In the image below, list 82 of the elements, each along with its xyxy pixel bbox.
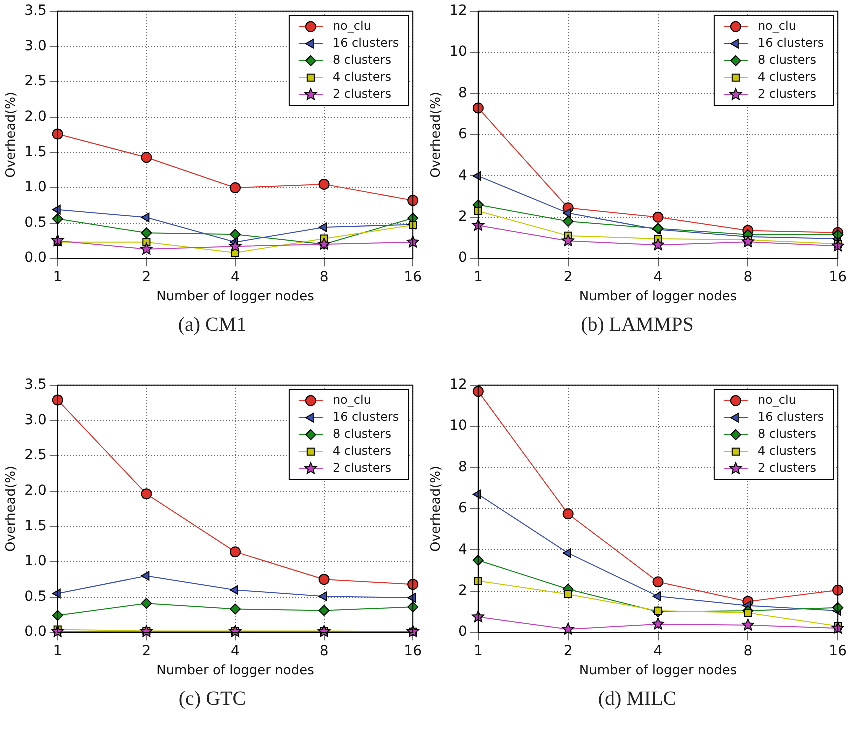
y-tick-label: 2.0: [24, 108, 47, 125]
x-tick-label: 8: [320, 644, 329, 660]
legend-label: 4 clusters: [758, 70, 816, 84]
y-tick-label: 3.0: [24, 412, 47, 428]
y-tick-label: 10: [450, 418, 468, 434]
legend-label: 2 clusters: [758, 461, 816, 476]
legend-label: no_clu: [758, 393, 796, 408]
legend-label: 16 clusters: [332, 410, 400, 424]
x-tick-label: 1: [474, 644, 483, 660]
y-tick-label: 2.5: [24, 74, 47, 90]
y-tick-label: 4: [458, 542, 468, 558]
legend-label: 8 clusters: [332, 53, 392, 68]
x-axis-title: Number of logger nodes: [156, 290, 315, 305]
legend-label: no_clu: [332, 393, 372, 408]
legend-label: 2 clusters: [332, 461, 392, 476]
y-tick-label: 0.5: [24, 588, 47, 605]
y-tick-label: 1.5: [24, 518, 47, 534]
x-tick-label: 4: [231, 270, 240, 286]
legend-label: no_clu: [758, 19, 796, 34]
y-tick-label: 1.0: [24, 180, 47, 196]
y-tick-label: 3.5: [24, 377, 47, 394]
x-tick-label: 4: [231, 644, 240, 660]
legend-label: 4 clusters: [332, 444, 392, 458]
y-tick-label: 10: [450, 44, 468, 60]
x-tick-label: 16: [404, 270, 422, 286]
legend-label: no_clu: [332, 19, 372, 34]
y-tick-label: 1.0: [24, 554, 47, 570]
x-tick-label: 2: [564, 270, 573, 286]
y-tick-label: 2.5: [24, 448, 47, 464]
x-axis-title: Number of logger nodes: [579, 664, 738, 679]
x-tick-label: 8: [744, 270, 753, 286]
legend-label: 8 clusters: [758, 427, 816, 442]
y-tick-label: 1.5: [24, 144, 47, 160]
legend-label: 16 clusters: [758, 36, 824, 50]
y-tick-label: 4: [458, 168, 468, 184]
y-tick-label: 6: [458, 500, 468, 517]
y-tick-label: 3.5: [24, 3, 47, 20]
x-tick-label: 2: [142, 644, 152, 660]
y-tick-label: 12: [450, 377, 468, 394]
y-tick-label: 2.0: [24, 482, 47, 499]
x-tick-label: 2: [564, 644, 573, 660]
legend-label: 8 clusters: [332, 427, 392, 442]
text: (a) CM1: [177, 314, 248, 337]
legend-label: 4 clusters: [758, 444, 816, 458]
legend-label: 16 clusters: [758, 410, 824, 424]
legend-label: 16 clusters: [332, 36, 400, 50]
legend-label: 4 clusters: [332, 70, 392, 84]
y-tick-label: 2: [458, 583, 468, 600]
y-tick-label: 3.0: [24, 38, 47, 54]
text: (b) LAMMPS: [580, 314, 695, 337]
y-tick-label: 0: [458, 250, 468, 266]
y-tick-label: 2: [458, 209, 468, 226]
y-tick-label: 8: [458, 85, 468, 102]
legend-label: 8 clusters: [758, 53, 816, 68]
x-tick-label: 16: [404, 644, 422, 660]
y-axis-title: Overhead(%): [4, 92, 20, 178]
y-axis-title: Overhead(%): [429, 92, 444, 178]
text: (d) MILC: [597, 688, 678, 711]
x-tick-label: 1: [53, 644, 62, 660]
y-tick-label: 0.0: [24, 624, 47, 640]
y-tick-label: 0.5: [24, 214, 47, 231]
legend-label: 2 clusters: [332, 87, 392, 102]
x-tick-label: 1: [53, 270, 62, 286]
y-tick-label: 12: [450, 3, 468, 20]
x-tick-label: 4: [654, 644, 663, 660]
x-tick-label: 16: [829, 644, 848, 660]
x-tick-label: 2: [142, 270, 152, 286]
x-tick-label: 4: [654, 270, 663, 286]
x-tick-label: 8: [320, 270, 329, 286]
x-tick-label: 8: [744, 644, 753, 660]
y-tick-label: 0: [458, 624, 468, 640]
text: (c) GTC: [178, 688, 248, 711]
y-axis-title: Overhead(%): [429, 466, 444, 552]
x-axis-title: Number of logger nodes: [156, 664, 315, 679]
legend-label: 2 clusters: [758, 87, 816, 102]
x-axis-title: Number of logger nodes: [579, 290, 738, 305]
y-axis-title: Overhead(%): [4, 466, 20, 552]
y-tick-label: 8: [458, 459, 468, 476]
y-tick-label: 6: [458, 126, 468, 143]
x-tick-label: 16: [829, 270, 848, 286]
y-tick-label: 0.0: [24, 250, 47, 266]
x-tick-label: 1: [474, 270, 483, 286]
